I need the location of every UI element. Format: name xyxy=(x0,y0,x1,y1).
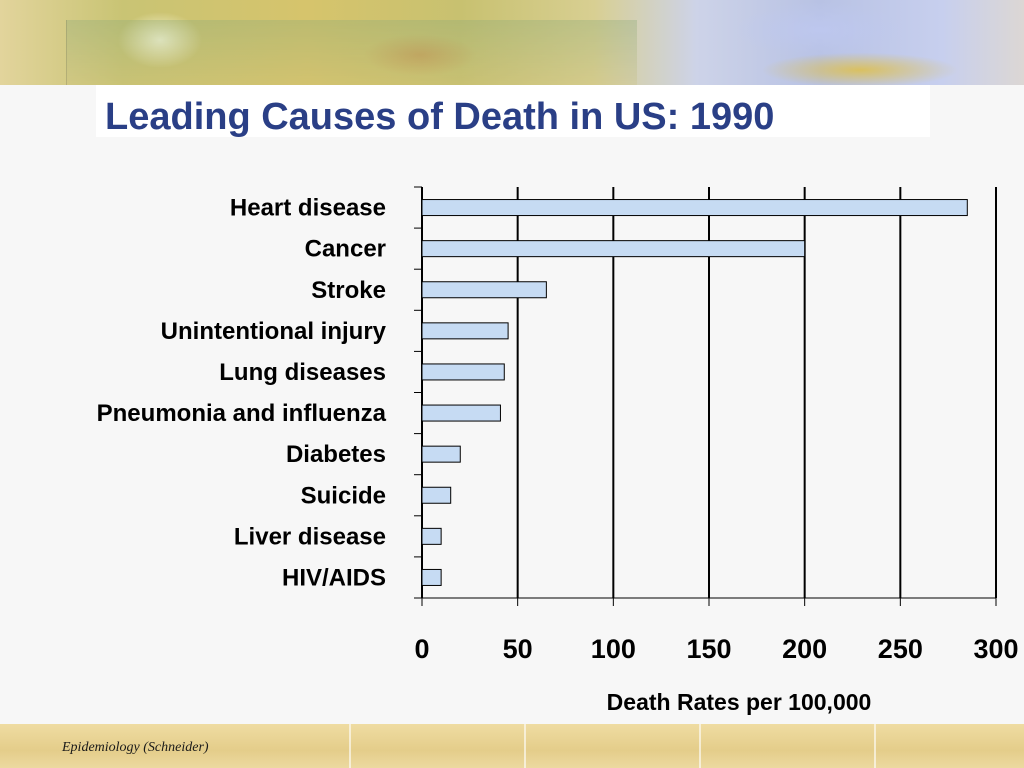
category-label: Diabetes xyxy=(286,441,386,468)
bar xyxy=(421,199,968,217)
bar xyxy=(421,240,806,258)
footer-credit: Epidemiology (Schneider) xyxy=(62,740,209,755)
category-label: Unintentional injury xyxy=(161,318,387,345)
decorative-banner xyxy=(0,0,1024,85)
bar xyxy=(421,527,442,545)
x-tick-label: 250 xyxy=(878,634,923,664)
x-axis-title: Death Rates per 100,000 xyxy=(607,689,872,715)
bar xyxy=(421,363,505,381)
x-tick-label: 200 xyxy=(782,634,827,664)
title-background xyxy=(96,85,930,137)
bar xyxy=(421,281,547,299)
bar xyxy=(421,568,442,586)
bar xyxy=(421,322,509,340)
bar xyxy=(421,486,452,504)
category-label: Pneumonia and influenza xyxy=(97,400,387,427)
category-label: Cancer xyxy=(305,236,386,263)
category-label: Liver disease xyxy=(234,523,386,550)
x-tick-label: 50 xyxy=(503,634,533,664)
x-tick-label: 150 xyxy=(686,634,731,664)
category-label: Suicide xyxy=(301,482,386,509)
x-tick-label: 0 xyxy=(414,634,429,664)
category-label: Stroke xyxy=(311,277,386,304)
category-label: Lung diseases xyxy=(219,359,386,386)
slide-title: Leading Causes of Death in US: 1990 xyxy=(105,96,775,138)
category-label: Heart disease xyxy=(230,195,386,222)
x-tick-label: 300 xyxy=(973,634,1018,664)
footer-bar: Epidemiology (Schneider) xyxy=(0,724,1024,768)
x-tick-label: 100 xyxy=(591,634,636,664)
category-label: HIV/AIDS xyxy=(282,564,386,591)
bar xyxy=(421,404,501,422)
bar-chart: 0 50 100 150 200 250 300 Heart disease Cancer Str… xyxy=(97,186,1019,715)
bar xyxy=(421,445,461,463)
banner-panel xyxy=(66,20,637,85)
